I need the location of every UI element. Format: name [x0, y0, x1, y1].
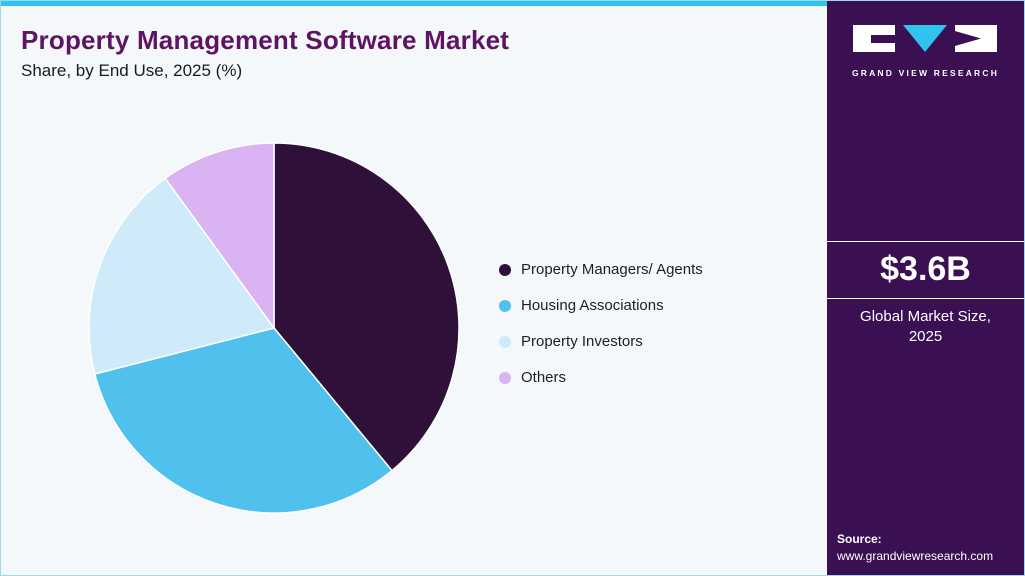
chart-area: Property Management Software Market Shar… — [1, 1, 829, 575]
market-size-value: $3.6B — [880, 250, 971, 288]
legend-item: Others — [499, 369, 703, 386]
legend-label: Housing Associations — [521, 297, 664, 314]
pie-chart — [85, 139, 463, 517]
legend-item: Housing Associations — [499, 297, 703, 314]
market-size-caption: Global Market Size, 2025 — [860, 308, 991, 346]
source-block: Source: www.grandviewresearch.com — [837, 532, 993, 563]
legend-item: Property Investors — [499, 333, 703, 350]
pie-slice — [93, 327, 393, 514]
brand-sidebar: GRAND VIEW RESEARCH $3.6B Global Market … — [827, 1, 1024, 575]
pie-slice — [88, 177, 276, 375]
pie-slice — [164, 142, 275, 331]
legend-label: Property Investors — [521, 333, 643, 350]
legend-label: Property Managers/ Agents — [521, 261, 703, 278]
top-accent-bar — [1, 1, 829, 6]
source-label: Source: — [837, 532, 882, 546]
legend-dot-icon — [499, 371, 511, 384]
legend-label: Others — [521, 369, 567, 386]
divider-line — [827, 241, 1024, 242]
page-subtitle: Share, by End Use, 2025 (%) — [21, 61, 243, 80]
legend-dot-icon — [499, 299, 511, 312]
source-url-link[interactable]: www.grandviewresearch.com — [837, 549, 994, 563]
brand-name: GRAND VIEW RESEARCH — [851, 68, 1000, 78]
divider-line — [827, 298, 1024, 299]
market-size-block: $3.6B Global Market Size, 2025 — [827, 241, 1024, 348]
chart-legend: Property Managers/ Agents Housing Associ… — [499, 261, 703, 405]
legend-item: Property Managers/ Agents — [499, 261, 703, 278]
brand-logo: GRAND VIEW RESEARCH — [827, 23, 1024, 78]
page-title: Property Management Software Market — [21, 25, 510, 55]
legend-dot-icon — [499, 335, 511, 348]
pie-slice — [273, 142, 460, 472]
pie-chart-svg — [88, 142, 460, 514]
gvr-logo-icon — [852, 25, 997, 52]
legend-dot-icon — [499, 263, 511, 276]
